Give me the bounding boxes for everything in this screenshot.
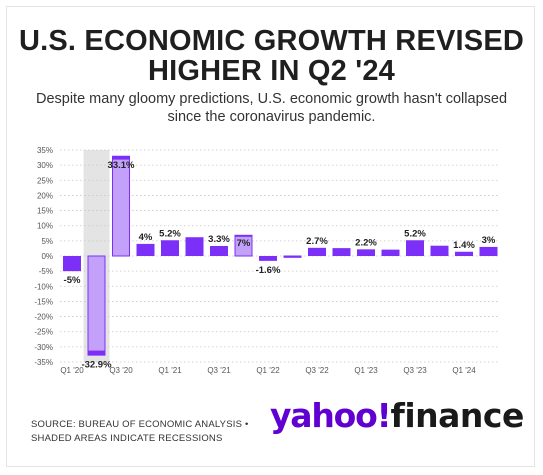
y-tick-label: -20% [34, 313, 53, 322]
data-label: 7% [237, 238, 251, 249]
bar [430, 245, 449, 256]
chart-title: U.S. ECONOMIC GROWTH REVISED HIGHER IN Q… [0, 26, 543, 86]
data-label: 3% [482, 235, 496, 246]
x-tick-label: Q1 '23 [354, 366, 378, 375]
source-note: SOURCE: BUREAU OF ECONOMIC ANALYSIS • SH… [31, 418, 248, 446]
title-line-1: U.S. ECONOMIC GROWTH REVISED [18, 25, 525, 57]
bar [479, 246, 498, 256]
y-tick-label: 25% [37, 176, 53, 185]
y-tick-label: 20% [37, 191, 53, 200]
bar [332, 248, 351, 256]
y-tick-label: -5% [39, 267, 53, 276]
bar [185, 237, 204, 256]
x-tick-label: Q1 '22 [256, 366, 280, 375]
data-label: -32.9% [81, 360, 112, 371]
y-tick-label: 5% [41, 237, 53, 246]
logo-main: yahoo! [270, 396, 392, 435]
y-tick-label: -10% [34, 282, 53, 291]
source-line-2: SHADED AREAS INDICATE RECESSIONS [31, 433, 223, 444]
y-tick-label: -15% [34, 297, 53, 306]
title-line-2: HIGHER IN Q2 '24 [148, 55, 395, 87]
yahoo-finance-logo: yahoo!finance [270, 396, 524, 436]
bar [161, 240, 179, 256]
x-tick-label: Q3 '21 [207, 366, 231, 375]
data-label: 5.2% [159, 228, 181, 239]
bar [406, 240, 424, 256]
data-label: -1.6% [256, 265, 281, 276]
bar [455, 251, 473, 256]
gdp-bar-chart: 35% 30% 25% 20% 15% 10% 5% 0% -5% -10% -15% -20% -25… [34, 146, 498, 375]
y-tick-label: -25% [34, 328, 53, 337]
x-tick-label: Q3 '22 [305, 366, 329, 375]
bar [308, 247, 326, 256]
y-tick-label: 10% [37, 222, 53, 231]
bar [136, 243, 155, 256]
data-label: 33.1% [108, 160, 135, 171]
data-label: -5% [64, 275, 81, 286]
data-label: 3.3% [208, 234, 230, 245]
x-tick-label: Q3 '23 [403, 366, 427, 375]
bar [63, 256, 81, 272]
y-tick-label: 30% [37, 161, 53, 170]
source-line-1: SOURCE: BUREAU OF ECONOMIC ANALYSIS • [31, 419, 249, 430]
y-tick-label: 0% [41, 252, 53, 261]
bar [210, 246, 228, 256]
revised-estimate-marker [87, 255, 106, 352]
x-tick-label: Q3 '20 [109, 366, 133, 375]
data-label: 1.4% [453, 240, 475, 251]
bar [381, 249, 400, 256]
y-tick-label: 35% [37, 146, 53, 155]
y-tick-label: -35% [34, 358, 53, 367]
revised-estimate-marker [283, 255, 302, 258]
x-tick-label: Q1 '21 [158, 366, 182, 375]
logo-suffix: finance [390, 396, 524, 435]
subtitle-line-2: since the coronavirus pandemic. [167, 109, 376, 125]
data-label: 2.2% [355, 237, 377, 248]
x-tick-label: Q1 '20 [60, 366, 84, 375]
data-label: 4% [139, 232, 153, 243]
subtitle-line-1: Despite many gloomy predictions, U.S. ec… [35, 91, 508, 107]
y-tick-label: 15% [37, 207, 53, 216]
bar [259, 256, 277, 261]
revised-estimate-marker [234, 235, 253, 257]
chart-subtitle: Despite many gloomy predictions, U.S. ec… [0, 90, 543, 126]
revised-estimate-marker [112, 158, 130, 257]
data-label: 5.2% [404, 228, 426, 239]
data-label: 2.7% [306, 236, 328, 247]
y-tick-label: -30% [34, 343, 53, 352]
bar [357, 249, 375, 256]
x-tick-label: Q1 '24 [452, 366, 476, 375]
